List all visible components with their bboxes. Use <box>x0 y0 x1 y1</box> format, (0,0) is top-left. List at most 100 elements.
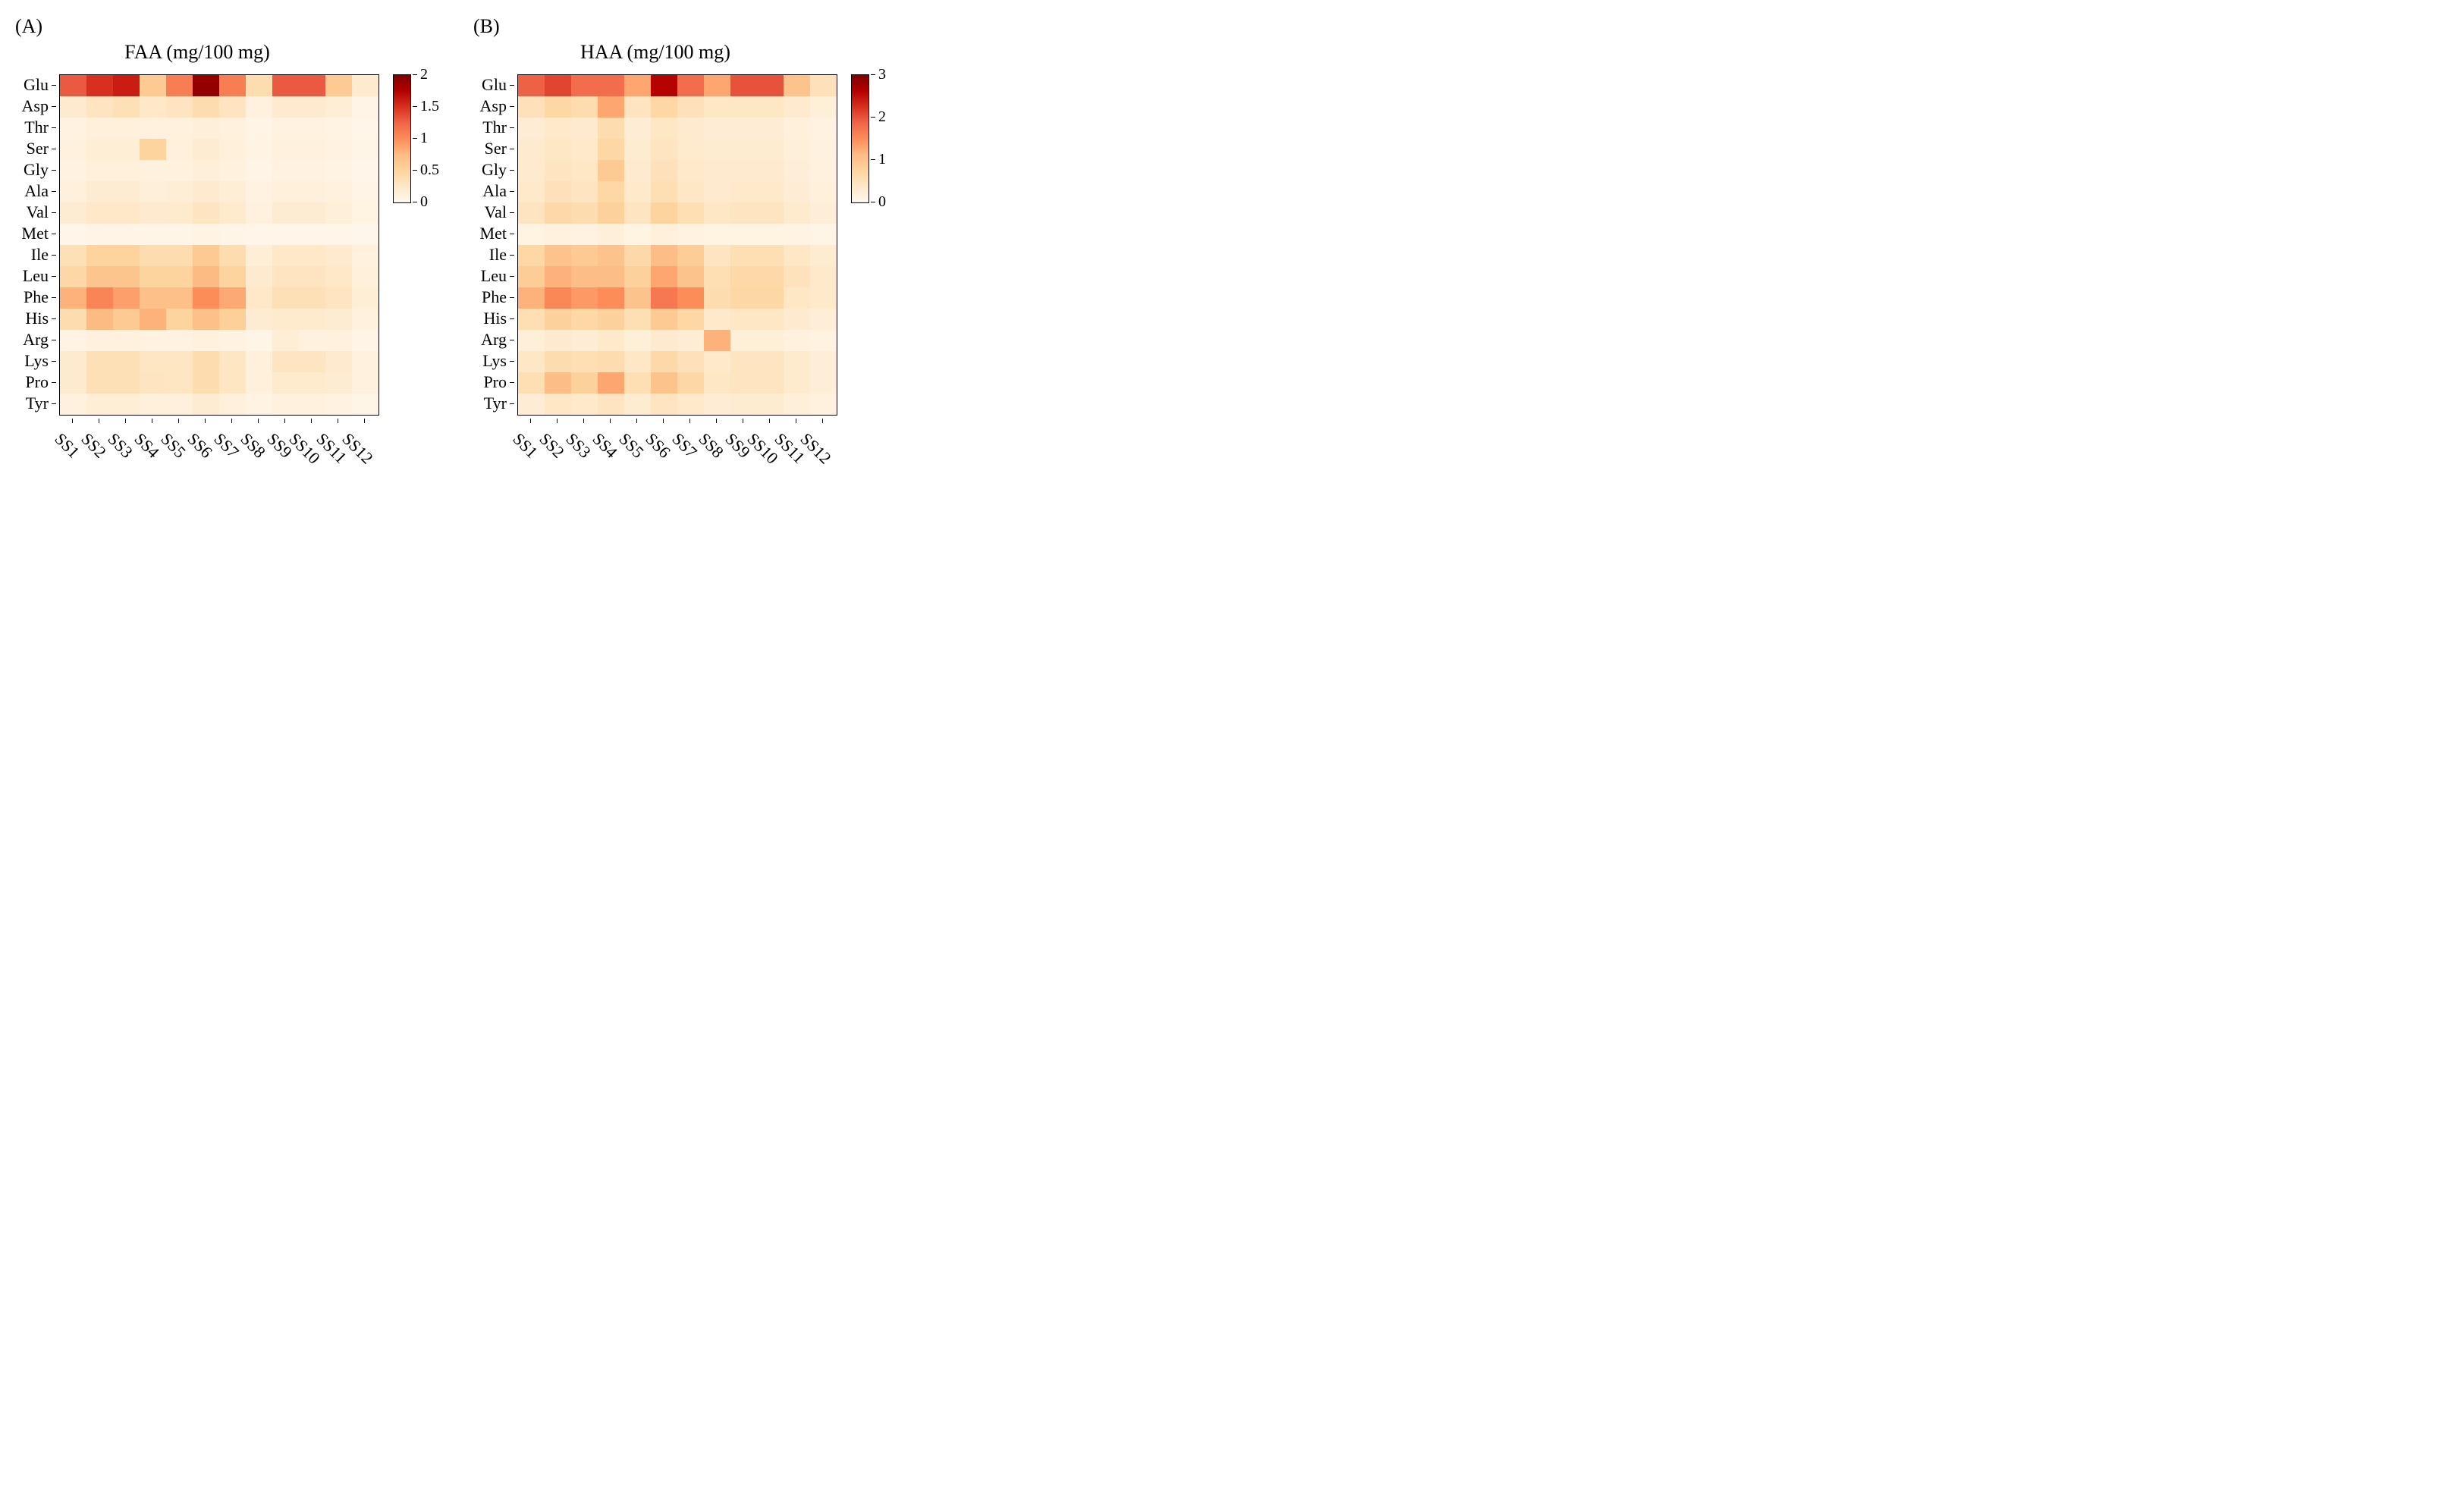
cell <box>86 181 113 202</box>
cell <box>299 394 325 415</box>
cell <box>113 75 140 96</box>
cell <box>60 309 86 330</box>
x-axis-labels: SS1SS2SS3SS4SS5SS6SS7SS8SS9SS10SS11SS12 <box>517 419 837 464</box>
cell <box>598 139 624 160</box>
cell <box>571 351 598 372</box>
y-label-Arg: Arg <box>15 329 56 350</box>
cell <box>325 330 352 351</box>
cell <box>704 181 730 202</box>
cell <box>219 266 246 287</box>
cell <box>677 330 704 351</box>
cell <box>219 96 246 118</box>
cell <box>166 96 193 118</box>
cell <box>704 245 730 266</box>
cell <box>810 75 837 96</box>
cell <box>810 160 837 181</box>
cell <box>219 245 246 266</box>
cell <box>651 309 677 330</box>
cell <box>784 181 810 202</box>
cell <box>272 202 299 224</box>
cell <box>624 351 651 372</box>
cell <box>571 245 598 266</box>
cell <box>272 139 299 160</box>
cell <box>272 181 299 202</box>
cell <box>598 160 624 181</box>
cell <box>518 118 545 139</box>
cell <box>166 224 193 245</box>
cell <box>246 181 272 202</box>
cell <box>784 309 810 330</box>
cell <box>651 181 677 202</box>
y-label-Ser: Ser <box>473 138 514 159</box>
cell <box>704 118 730 139</box>
cell <box>545 245 571 266</box>
cell <box>246 330 272 351</box>
cell <box>325 224 352 245</box>
cell <box>518 181 545 202</box>
cell <box>219 309 246 330</box>
cell <box>545 266 571 287</box>
cell <box>60 224 86 245</box>
cell <box>60 351 86 372</box>
cell <box>166 160 193 181</box>
cell <box>677 245 704 266</box>
cell <box>757 96 784 118</box>
cell <box>325 309 352 330</box>
cell <box>784 394 810 415</box>
y-label-His: His <box>473 308 514 329</box>
cell <box>545 351 571 372</box>
cell <box>352 224 378 245</box>
cell <box>246 351 272 372</box>
cell <box>571 372 598 394</box>
cell <box>86 118 113 139</box>
y-label-Thr: Thr <box>15 117 56 138</box>
cell <box>598 75 624 96</box>
cell <box>272 394 299 415</box>
cell <box>624 96 651 118</box>
cell <box>730 266 757 287</box>
y-label-Ala: Ala <box>473 180 514 202</box>
cell <box>299 118 325 139</box>
cell <box>113 139 140 160</box>
panel-label-A: (A) <box>15 15 42 38</box>
cell <box>651 330 677 351</box>
cell <box>166 266 193 287</box>
y-label-Asp: Asp <box>15 96 56 117</box>
cell <box>677 394 704 415</box>
cell <box>86 394 113 415</box>
cell <box>518 287 545 309</box>
cell <box>545 202 571 224</box>
cell <box>757 118 784 139</box>
cell <box>299 266 325 287</box>
cell <box>651 224 677 245</box>
cell <box>730 118 757 139</box>
cell <box>86 202 113 224</box>
cell <box>757 287 784 309</box>
cell <box>246 245 272 266</box>
y-label-Leu: Leu <box>15 265 56 287</box>
cell <box>651 351 677 372</box>
cell <box>246 309 272 330</box>
cell <box>272 330 299 351</box>
cell <box>624 202 651 224</box>
cell <box>730 160 757 181</box>
cell <box>193 330 219 351</box>
cell <box>60 75 86 96</box>
cell <box>352 394 378 415</box>
cell <box>193 181 219 202</box>
cell <box>571 287 598 309</box>
heatmap-A <box>59 74 379 416</box>
cell <box>140 330 166 351</box>
x-label-SS1: SS1 <box>508 429 541 462</box>
figure-container: (A)FAA (mg/100 mg)GluAspThrSerGlyAlaValM… <box>15 15 2435 464</box>
cell <box>624 181 651 202</box>
cell <box>325 181 352 202</box>
cell <box>325 394 352 415</box>
cell <box>325 351 352 372</box>
cell <box>272 287 299 309</box>
cell <box>219 372 246 394</box>
cell <box>325 266 352 287</box>
y-label-Phe: Phe <box>473 287 514 308</box>
cell <box>299 372 325 394</box>
cell <box>60 394 86 415</box>
